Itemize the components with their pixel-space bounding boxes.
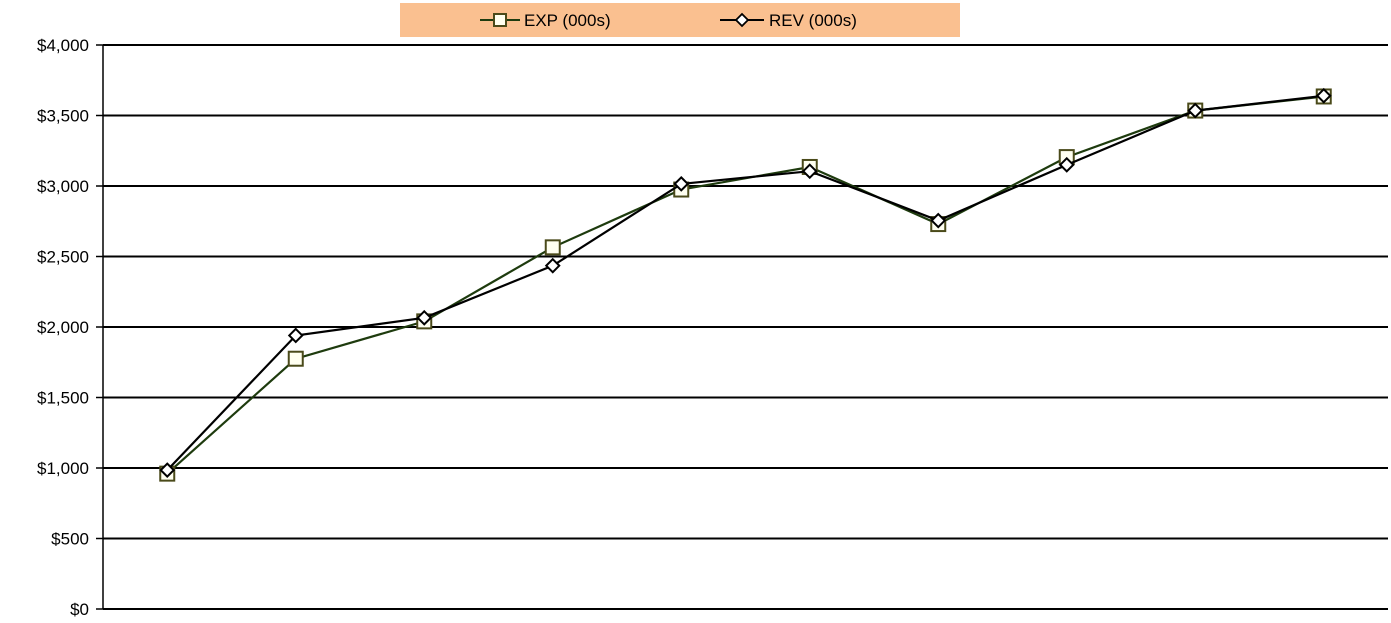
legend-square-icon: [493, 13, 507, 27]
y-tick-label: $0: [70, 600, 89, 619]
series-rev: [159, 87, 1332, 479]
y-tick-label: $3,000: [37, 177, 89, 196]
series-line: [166, 94, 1324, 471]
series-line: [166, 95, 1324, 475]
legend-diamond-icon: [734, 12, 750, 28]
y-axis: $0 $500 $1,000 $1,500 $2,000 $2,500 $3,000 $3,5…: [37, 36, 104, 619]
legend: EXP (000s) REV (000s): [400, 3, 960, 37]
y-tick-label: $1,500: [37, 389, 89, 408]
data-point: [1058, 156, 1075, 173]
legend-label-rev: REV (000s): [769, 11, 857, 30]
data-point: [544, 239, 561, 256]
legend-item-exp: EXP (000s): [480, 11, 611, 30]
data-point: [1315, 87, 1332, 104]
data-point: [673, 175, 690, 192]
data-point: [287, 327, 304, 344]
y-tick-label: $1,000: [37, 459, 89, 478]
data-point: [930, 212, 947, 229]
gridlines: [103, 44, 1388, 540]
y-tick-label: $500: [51, 530, 89, 549]
data-point: [801, 163, 818, 180]
y-tick-label: $4,000: [37, 36, 89, 55]
data-point: [287, 350, 304, 367]
y-tick-label: $2,000: [37, 318, 89, 337]
series-exp: [159, 88, 1332, 482]
data-point: [416, 309, 433, 326]
legend-item-rev: REV (000s): [720, 11, 857, 30]
y-tick-label: $3,500: [37, 107, 89, 126]
series-layer: [159, 87, 1332, 482]
legend-label-exp: EXP (000s): [524, 11, 611, 30]
data-point: [1187, 102, 1204, 119]
data-point: [159, 462, 176, 479]
y-tick-label: $2,500: [37, 248, 89, 267]
data-point: [544, 257, 561, 274]
